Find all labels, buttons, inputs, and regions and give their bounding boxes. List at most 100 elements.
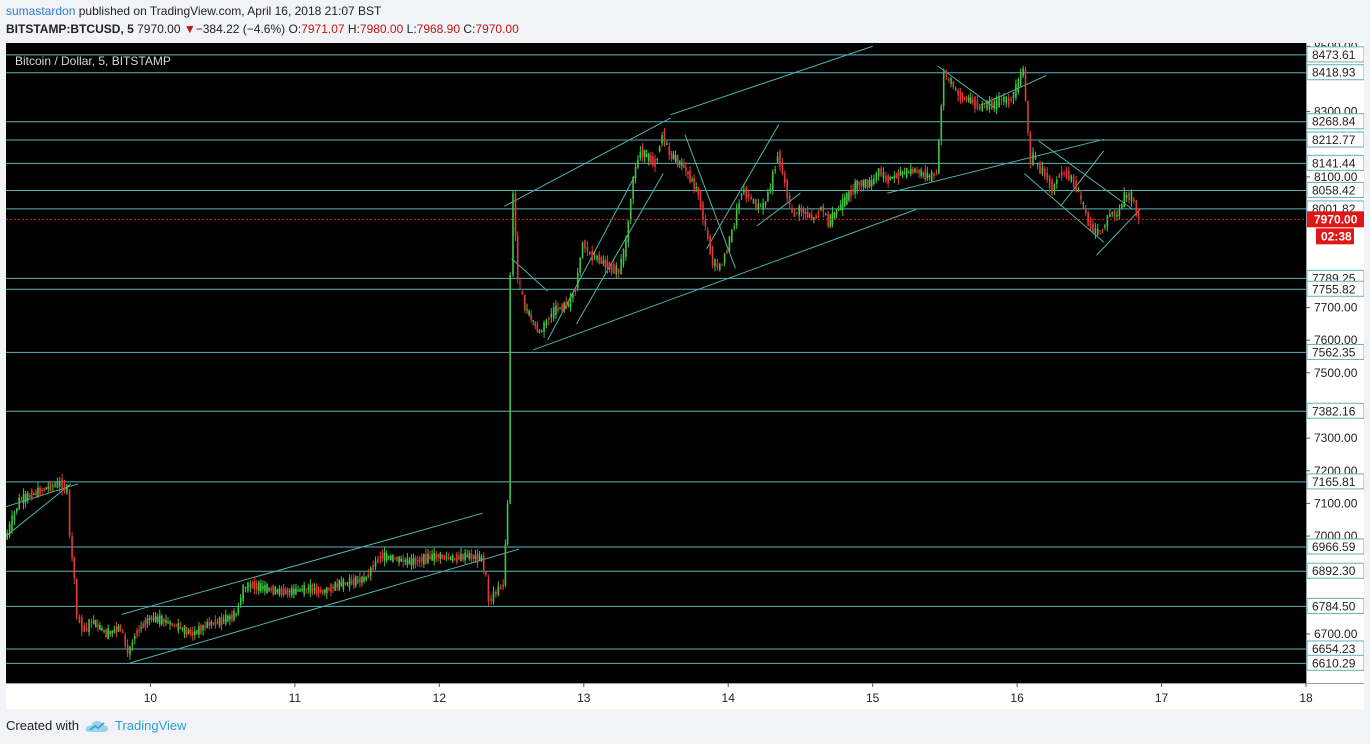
level-tag	[1306, 181, 1364, 198]
candle-body	[365, 577, 367, 581]
candle-body	[39, 487, 41, 495]
candle-body	[111, 630, 114, 633]
level-label: 8212.77	[1312, 133, 1356, 147]
candle-body	[873, 178, 875, 184]
candle-body	[404, 560, 407, 562]
candle-body	[769, 188, 772, 192]
candle-body	[848, 191, 850, 201]
candle-body	[342, 578, 345, 589]
candle-body	[317, 587, 320, 594]
author-link[interactable]: sumastardon	[6, 4, 76, 18]
level-tag	[1306, 654, 1364, 671]
open-value: 7971.07	[301, 22, 345, 36]
candle-body	[352, 578, 355, 586]
candle-body	[423, 554, 425, 565]
publish-info: published on TradingView.com, April 16, …	[78, 4, 382, 18]
candle-body	[767, 191, 769, 202]
candle-body	[1058, 175, 1061, 178]
candle-body	[441, 554, 444, 559]
candle-body	[490, 598, 492, 601]
candle-body	[731, 229, 733, 242]
candle-body	[451, 555, 454, 562]
candle-body	[105, 629, 107, 637]
candle-body	[92, 620, 95, 624]
candle-body	[208, 622, 211, 626]
candle-body	[218, 617, 221, 626]
candle-body	[1017, 78, 1020, 93]
candle-body	[706, 230, 709, 240]
candle-body	[472, 554, 475, 559]
trendline	[1024, 173, 1105, 243]
candle-body	[398, 556, 400, 563]
candle-body	[350, 580, 353, 584]
candle-body	[822, 205, 825, 213]
candle-body	[596, 255, 598, 261]
candle-body	[1019, 72, 1022, 86]
x-tick-label: 14	[722, 691, 736, 705]
candle-body	[954, 88, 957, 90]
candle-body	[270, 589, 272, 591]
candle-body	[860, 179, 863, 187]
candle-body	[920, 169, 922, 176]
candle-body	[938, 139, 940, 174]
candle-body	[266, 584, 268, 594]
candle-body	[390, 555, 392, 560]
candle-body	[993, 101, 996, 109]
candle-body	[22, 493, 25, 504]
trendline	[756, 192, 801, 227]
price-change: −384.22 (−4.6%)	[195, 22, 286, 36]
candle-body	[530, 313, 532, 320]
candle-body	[793, 213, 796, 217]
candle-body	[324, 589, 326, 593]
candle-body	[169, 622, 171, 625]
candle-body	[367, 574, 370, 579]
tradingview-brand[interactable]: TradingView	[85, 718, 187, 733]
level-tag	[1306, 64, 1364, 81]
candle-body	[666, 143, 668, 146]
candle-body	[321, 589, 324, 593]
candle-body	[305, 588, 308, 590]
candle-body	[877, 168, 880, 177]
candle-body	[260, 583, 262, 592]
candle-body	[827, 213, 829, 227]
candle-body	[901, 172, 904, 175]
candle-body	[762, 203, 764, 210]
candle-body	[109, 631, 112, 635]
candle-body	[1005, 96, 1008, 104]
candle-body	[1111, 212, 1114, 215]
x-tick-label: 16	[1010, 691, 1024, 705]
x-tick-label: 10	[144, 691, 158, 705]
candle-body	[410, 558, 413, 566]
trendline	[937, 65, 996, 109]
candle-body	[242, 584, 244, 601]
candle-body	[295, 588, 297, 595]
candle-body	[1027, 100, 1029, 133]
candle-body	[620, 259, 622, 275]
y-tick-label: 7100.00	[1314, 496, 1358, 510]
candle-body	[866, 179, 869, 188]
price-chart[interactable]: 8500.008300.008100.007700.007600.007500.…	[6, 43, 1364, 709]
candle-body	[142, 623, 145, 628]
candle-body	[895, 173, 898, 179]
candle-body	[617, 269, 620, 273]
candle-body	[301, 589, 303, 591]
candle-body	[893, 175, 896, 179]
candle-body	[983, 105, 986, 108]
candle-body	[216, 622, 219, 624]
candle-body	[559, 308, 561, 310]
candle-body	[383, 552, 386, 561]
candle-body	[704, 220, 707, 227]
candle-body	[981, 104, 984, 112]
candle-body	[606, 260, 609, 269]
candle-body	[740, 194, 743, 197]
candle-body	[808, 213, 811, 218]
candle-body	[581, 242, 584, 258]
candle-body	[33, 494, 35, 496]
candle-body	[1010, 98, 1012, 101]
x-tick-label: 17	[1155, 691, 1169, 705]
candle-body	[63, 483, 66, 491]
trendline	[6, 483, 72, 537]
level-label: 8473.61	[1312, 48, 1356, 62]
candle-body	[509, 274, 511, 504]
candle-body	[786, 179, 789, 199]
